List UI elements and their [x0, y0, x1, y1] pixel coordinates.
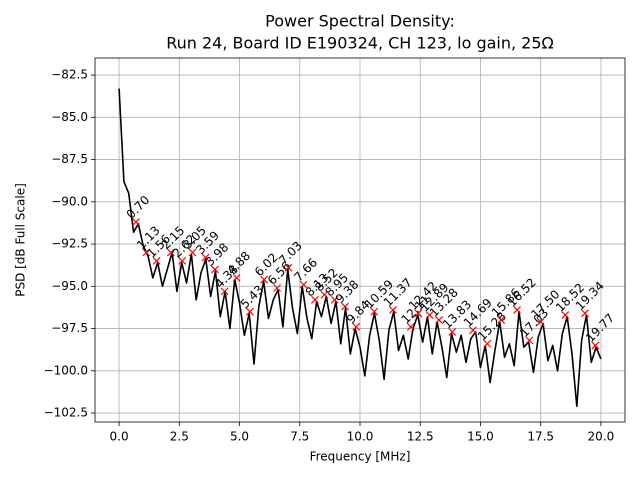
x-tick-label: 12.5: [407, 430, 434, 444]
peak-marker: [220, 287, 229, 296]
peak-marker: [273, 284, 282, 292]
peak-marker: [591, 341, 600, 350]
peak-marker: [341, 302, 349, 311]
chart-subtitle: Run 24, Board ID E190324, CH 123, lo gai…: [166, 34, 554, 53]
peak-marker: [142, 248, 151, 257]
peak-marker: [330, 295, 339, 304]
y-tick-label: −90.0: [51, 194, 88, 208]
peak-marker: [152, 257, 161, 265]
y-tick-label: −82.5: [51, 68, 88, 82]
x-tick-label: 0.0: [110, 430, 129, 444]
peak-label: 7.03: [276, 239, 305, 268]
peak-marker: [299, 280, 308, 289]
peak-marker: [370, 307, 379, 316]
peak-marker: [497, 316, 506, 325]
y-tick-label: −97.5: [51, 321, 88, 335]
x-tick-label: 15.0: [467, 430, 494, 444]
peak-marker: [414, 309, 423, 318]
x-tick-label: 2.5: [170, 430, 189, 444]
peak-marker: [320, 290, 329, 299]
peak-marker: [245, 307, 254, 316]
peak-marker: [232, 273, 241, 282]
peak-marker: [260, 275, 269, 284]
peak-marker: [389, 306, 397, 314]
peak-marker: [425, 311, 434, 319]
y-tick-label: −100.0: [44, 363, 88, 377]
peak-marker: [406, 322, 415, 331]
peak-marker: [581, 309, 589, 318]
y-axis-label: PSD [dB Full Scale]: [14, 183, 28, 297]
x-tick-label: 20.0: [588, 430, 615, 444]
psd-line: [118, 88, 602, 408]
peak-marker: [525, 336, 534, 345]
x-axis-label: Frequency [MHz]: [310, 450, 411, 464]
peak-marker: [483, 339, 492, 348]
chart-title: Power Spectral Density:: [265, 12, 455, 31]
y-tick-label: −87.5: [51, 152, 88, 166]
y-tick-label: −92.5: [51, 237, 88, 251]
peak-marker: [188, 248, 197, 257]
peak-label: 0.70: [124, 193, 153, 222]
y-tick-label: −102.5: [44, 406, 88, 420]
x-tick-label: 10.0: [347, 430, 374, 444]
peak-marker: [132, 218, 140, 227]
peak-marker: [469, 326, 477, 335]
peak-marker: [435, 316, 443, 325]
peak-marker: [211, 265, 219, 274]
peak-marker: [513, 306, 521, 314]
y-tick-label: −85.0: [51, 110, 88, 124]
peak-marker: [311, 295, 319, 304]
x-tick-label: 5.0: [230, 430, 249, 444]
peak-marker: [166, 248, 175, 257]
x-tick-label: 7.5: [290, 430, 309, 444]
x-tick-label: 17.5: [527, 430, 554, 444]
peak-marker: [448, 328, 457, 336]
peak-marker: [201, 253, 210, 262]
peak-marker: [536, 317, 545, 326]
y-tick-label: −95.0: [51, 279, 88, 293]
peak-marker: [178, 257, 187, 265]
plot-frame: [94, 57, 626, 423]
peak-marker: [561, 311, 570, 319]
peak-marker: [352, 322, 361, 331]
peak-marker: [284, 263, 293, 272]
